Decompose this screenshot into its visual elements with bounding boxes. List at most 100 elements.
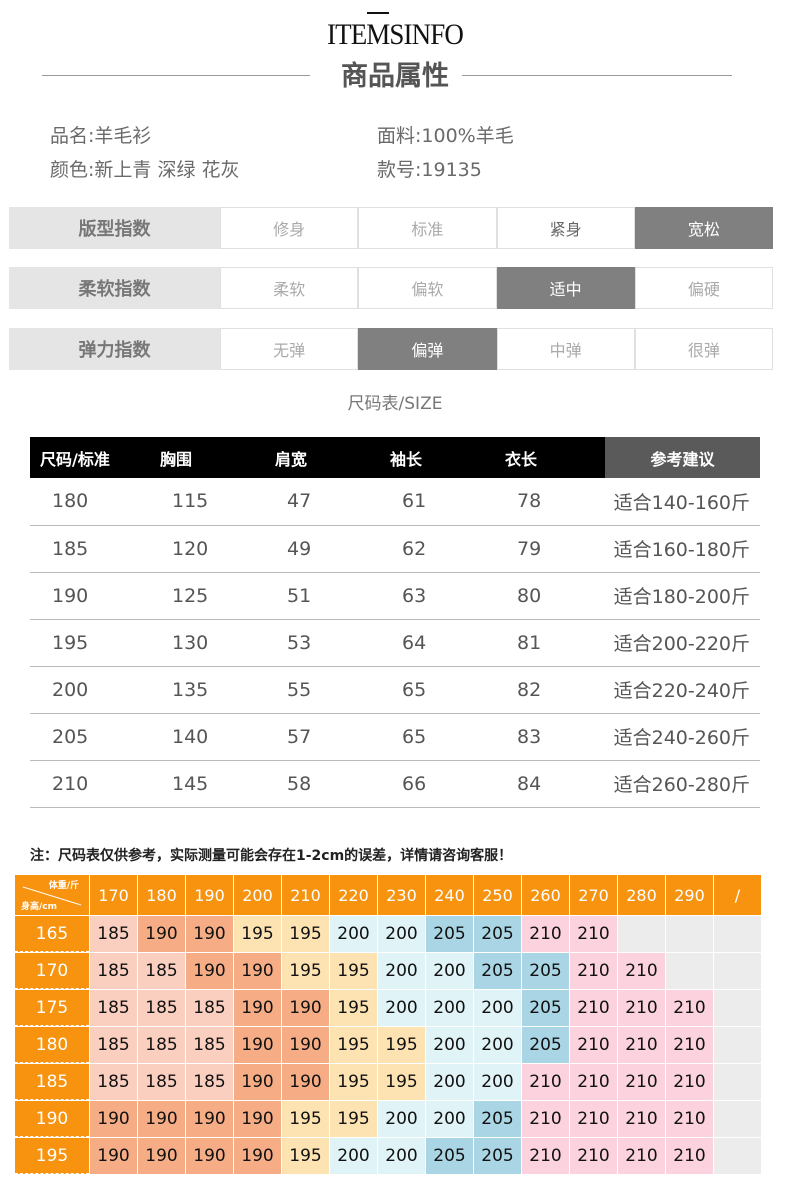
size-table-cell: 适合140-160斤 (605, 478, 760, 526)
grid-cell: 185 (186, 1064, 233, 1100)
index-option: 标准 (358, 207, 497, 249)
grid-weight-header: 170 (90, 875, 137, 915)
index-option: 偏弹 (358, 328, 497, 370)
index-row: 弹力指数 无弹 偏弹 中弹 很弹 (9, 328, 773, 370)
grid-cell: 195 (282, 1101, 329, 1137)
grid-cell: 200 (474, 1027, 521, 1063)
size-table-cell: 62 (380, 525, 495, 573)
size-table-cell: 适合160-180斤 (605, 525, 760, 573)
grid-cell: 210 (570, 953, 617, 989)
index-label: 版型指数 (9, 207, 220, 249)
product-material: 面料:100%羊毛 (377, 125, 514, 147)
product-style-no: 款号:19135 (377, 159, 482, 181)
size-table-cell: 135 (150, 666, 265, 714)
grid-row: 195 190 190 190 190 195 200 200 205 205 210 210 210 2… (15, 1138, 761, 1174)
grid-weight-header: 290 (666, 875, 713, 915)
grid-cell: 195 (282, 916, 329, 952)
size-table-cell: 79 (495, 525, 605, 573)
size-table-cell: 65 (380, 713, 495, 761)
corner-weight-label: 体重/斤 (48, 881, 79, 891)
grid-cell: 210 (570, 990, 617, 1026)
grid-cell: 190 (282, 990, 329, 1026)
grid-cell (714, 953, 761, 989)
grid-corner: 体重/斤 身高/cm (15, 875, 89, 915)
size-table-header: 袖长 (380, 437, 495, 478)
grid-cell: 210 (618, 1027, 665, 1063)
size-table-cell: 140 (150, 713, 265, 761)
grid-cell (714, 1138, 761, 1174)
size-table-header: 参考建议 (605, 437, 760, 478)
grid-cell (714, 1064, 761, 1100)
divider (42, 75, 310, 76)
grid-weight-header: 180 (138, 875, 185, 915)
grid-cell: 205 (426, 916, 473, 952)
grid-row: 190 190 190 190 190 195 195 200 200 205 210 210 210 2… (15, 1101, 761, 1137)
grid-weight-header: 230 (378, 875, 425, 915)
grid-cell: 210 (618, 990, 665, 1026)
size-table-cell: 210 (30, 760, 150, 808)
grid-cell: 210 (666, 1027, 713, 1063)
size-table-cell: 适合220-240斤 (605, 666, 760, 714)
grid-cell: 200 (378, 990, 425, 1026)
grid-weight-header: 280 (618, 875, 665, 915)
grid-cell: 185 (138, 953, 185, 989)
index-option: 中弹 (496, 328, 635, 370)
grid-cell: 205 (474, 1101, 521, 1137)
grid-cell: 195 (378, 1064, 425, 1100)
size-table-cell: 55 (265, 666, 380, 714)
size-table-cell: 125 (150, 572, 265, 620)
index-option: 宽松 (634, 207, 773, 249)
grid-cell: 210 (666, 1064, 713, 1100)
size-table-cell: 适合240-260斤 (605, 713, 760, 761)
grid-cell (666, 953, 713, 989)
size-table-header: 尺码/标准 (30, 437, 150, 478)
size-table-header: 胸围 (150, 437, 265, 478)
size-table-cell: 180 (30, 478, 150, 526)
grid-cell (714, 916, 761, 952)
grid-height-header: 185 (15, 1064, 89, 1100)
grid-cell: 190 (234, 990, 281, 1026)
grid-cell: 200 (474, 1064, 521, 1100)
size-table-cell: 80 (495, 572, 605, 620)
grid-cell: 210 (666, 990, 713, 1026)
grid-cell: 210 (522, 1064, 569, 1100)
grid-cell: 210 (618, 1101, 665, 1137)
size-table-row: 210 145 58 66 84 适合260-280斤 (30, 760, 760, 808)
grid-cell: 185 (138, 990, 185, 1026)
grid-cell: 195 (378, 1027, 425, 1063)
grid-cell: 200 (378, 1138, 425, 1174)
size-table-cell: 200 (30, 666, 150, 714)
size-table-row: 205 140 57 65 83 适合240-260斤 (30, 713, 760, 761)
grid-height-header: 175 (15, 990, 89, 1026)
grid-cell: 195 (330, 1064, 377, 1100)
grid-cell: 210 (618, 1064, 665, 1100)
grid-row: 175 185 185 185 190 190 195 200 200 200 205 210 210 2… (15, 990, 761, 1026)
grid-weight-header: 240 (426, 875, 473, 915)
grid-cell: 190 (186, 916, 233, 952)
grid-weight-header: 210 (282, 875, 329, 915)
grid-cell: 185 (186, 1027, 233, 1063)
grid-cell: 195 (330, 990, 377, 1026)
grid-weight-header: 200 (234, 875, 281, 915)
index-option: 偏软 (358, 267, 497, 309)
size-table-cell: 185 (30, 525, 150, 573)
index-option: 偏硬 (634, 267, 773, 309)
size-table-cell: 51 (265, 572, 380, 620)
product-colors: 颜色:新上青 深绿 花灰 (50, 159, 240, 181)
size-table-cell: 120 (150, 525, 265, 573)
grid-cell: 190 (90, 1138, 137, 1174)
grid-height-header: 190 (15, 1101, 89, 1137)
size-table-cell: 61 (380, 478, 495, 526)
grid-cell: 190 (234, 1027, 281, 1063)
size-table-row: 190 125 51 63 80 适合180-200斤 (30, 572, 760, 620)
grid-cell: 210 (522, 916, 569, 952)
size-recommendation-grid: 体重/斤 身高/cm 170 180 190 200 210 220 230 240 250 26… (14, 874, 762, 1175)
size-table-cell: 65 (380, 666, 495, 714)
grid-cell: 210 (618, 953, 665, 989)
grid-cell: 200 (330, 916, 377, 952)
size-table-cell: 81 (495, 619, 605, 667)
size-table-row: 180 115 47 61 78 适合140-160斤 (30, 478, 760, 526)
grid-cell: 185 (90, 1064, 137, 1100)
grid-weight-header: / (714, 875, 761, 915)
grid-cell: 195 (234, 916, 281, 952)
